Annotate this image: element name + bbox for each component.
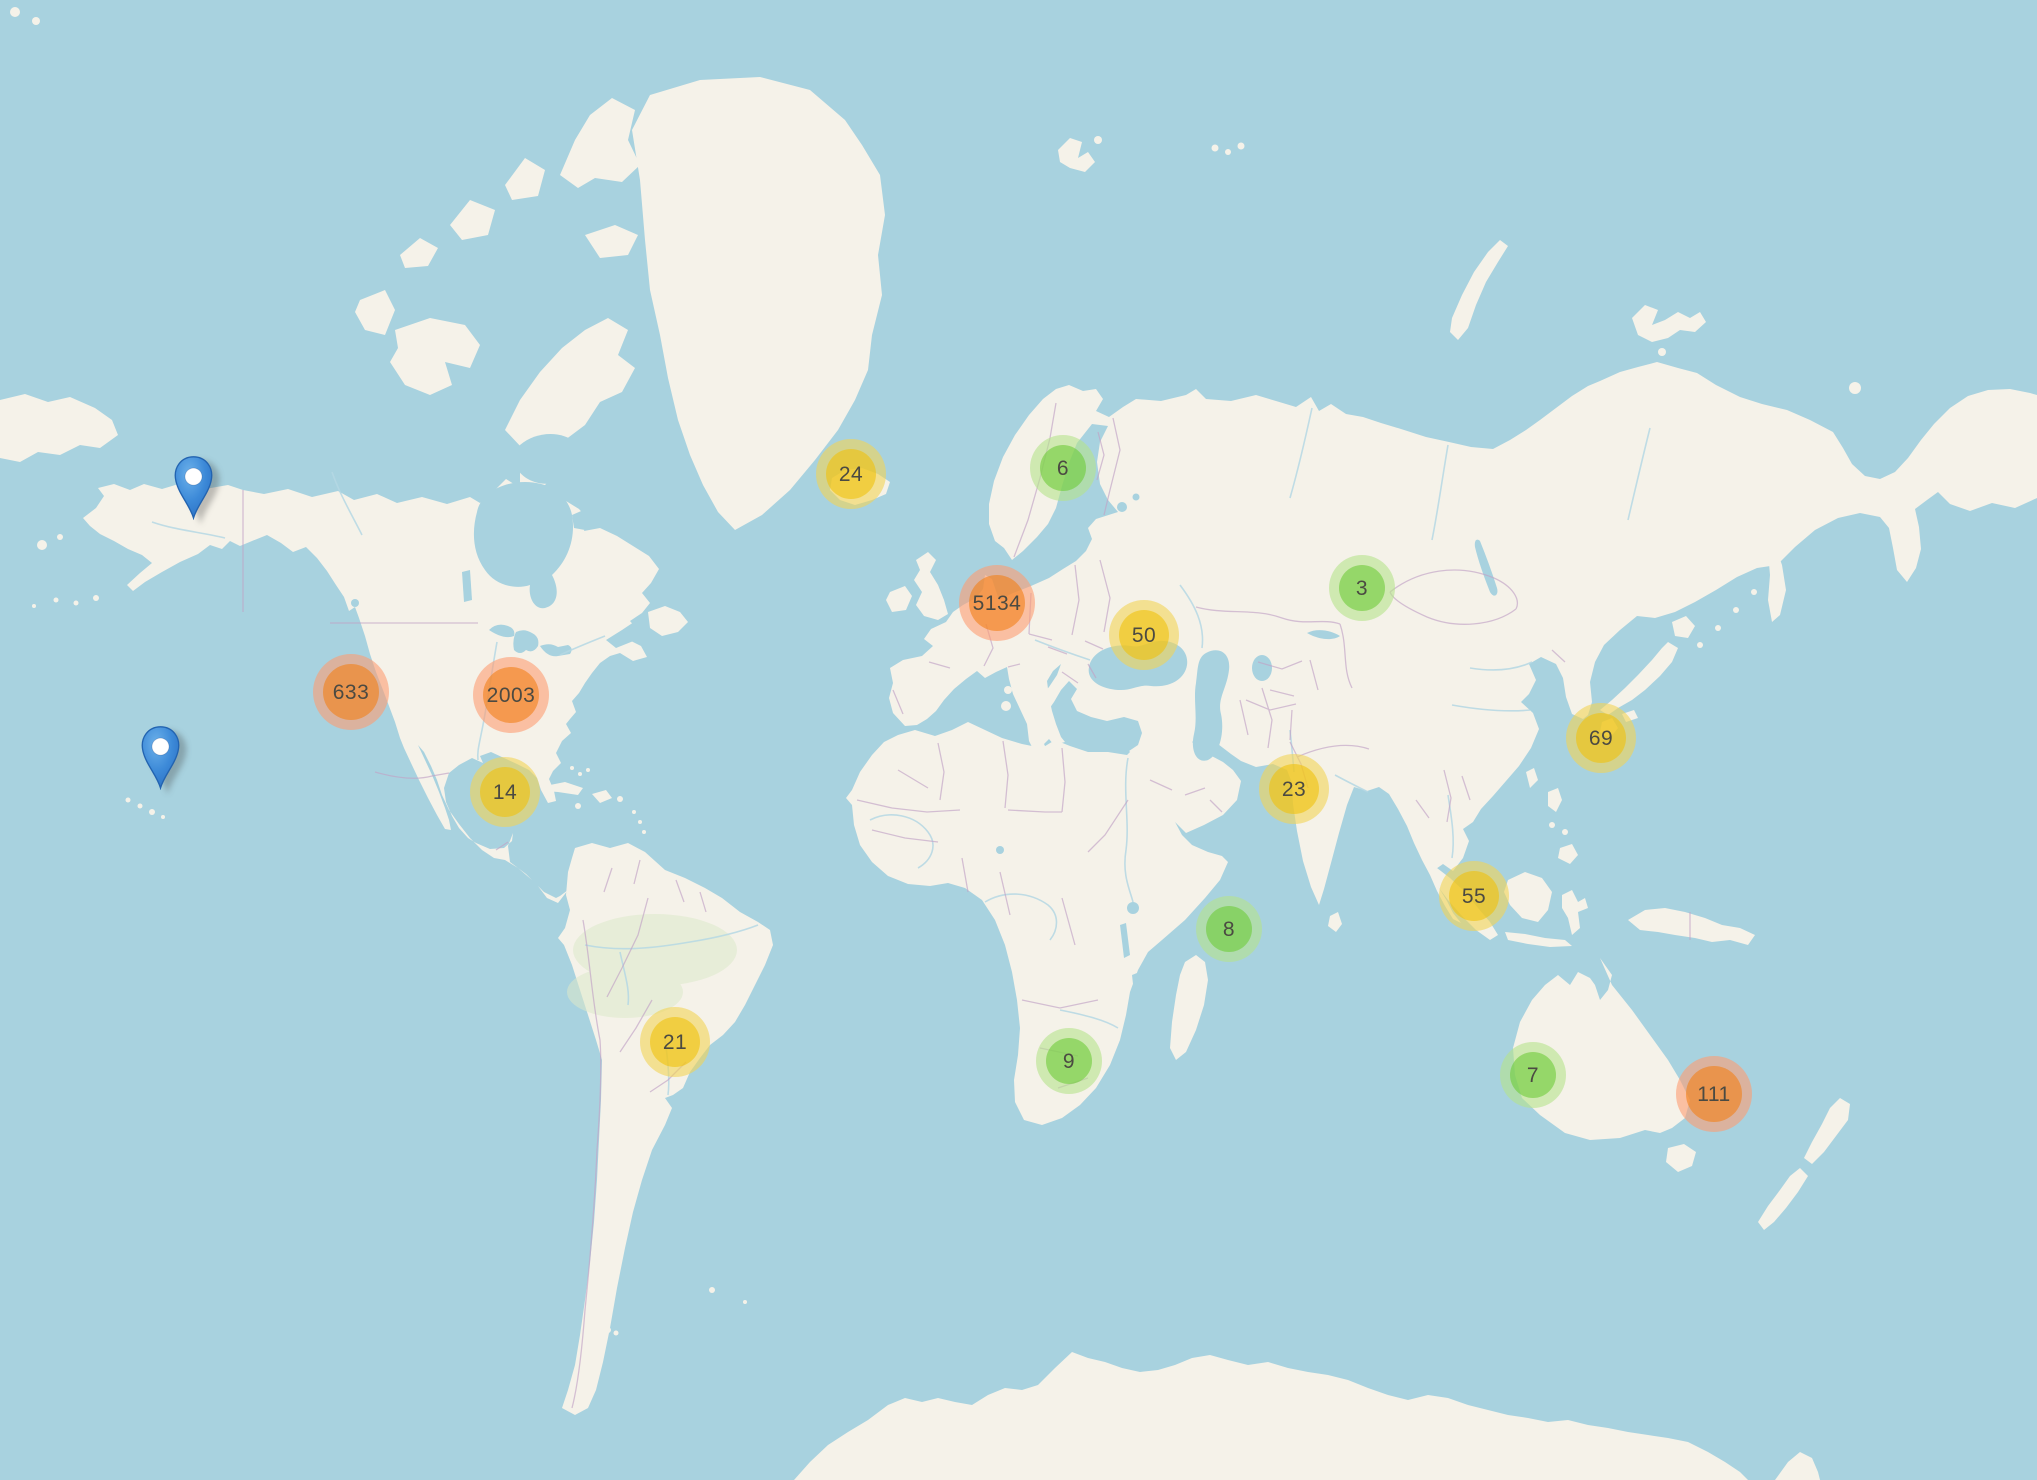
landmass-madagascar: [1170, 955, 1208, 1060]
marker-cluster-inner: 6: [1040, 445, 1086, 491]
marker-cluster[interactable]: 633: [313, 654, 389, 730]
cluster-count-label: 7: [1526, 1063, 1540, 1087]
landmass-borneo: [1504, 872, 1552, 922]
cluster-count-label: 3: [1355, 576, 1369, 600]
vegetation-tint: [567, 914, 737, 1018]
landmass-cuba: [544, 782, 583, 795]
marker-cluster[interactable]: 23: [1259, 754, 1329, 824]
landmass-new-guinea: [1628, 908, 1755, 945]
marker-cluster-inner: 69: [1576, 713, 1626, 763]
marker-cluster[interactable]: 55: [1439, 861, 1509, 931]
map-pin-marker[interactable]: [171, 453, 216, 525]
cluster-count-label: 23: [1281, 777, 1307, 801]
landmass-ireland: [886, 586, 912, 612]
pin-hole: [151, 737, 169, 756]
lake-baikal: [1474, 539, 1498, 596]
marker-cluster[interactable]: 14: [470, 757, 540, 827]
landmass-new-zealand-north: [1804, 1098, 1850, 1164]
landmass-great-britain: [914, 552, 948, 620]
rivers: [151, 407, 1651, 1096]
landmass-newfoundland: [648, 606, 688, 636]
pin-body: [141, 726, 179, 791]
cluster-count-label: 55: [1461, 884, 1487, 908]
landmass-eurasia: [889, 362, 2037, 923]
cluster-count-label: 111: [1697, 1082, 1731, 1106]
marker-cluster-inner: 8: [1206, 906, 1252, 952]
marker-cluster[interactable]: 6: [1030, 435, 1096, 501]
marker-cluster-inner: 24: [826, 449, 876, 499]
marker-cluster-inner: 3: [1339, 565, 1385, 611]
landmass-antarctica: [794, 1352, 1748, 1480]
cluster-count-label: 14: [492, 780, 518, 804]
marker-cluster-inner: 55: [1449, 871, 1499, 921]
landmass-japan-honshu: [1600, 642, 1678, 715]
map-pin-marker[interactable]: [138, 723, 183, 795]
marker-cluster[interactable]: 24: [816, 439, 886, 509]
landmass-baffin-island: [505, 318, 635, 452]
landmass-chukotka-west: [0, 394, 118, 462]
landmass-sulawesi: [1562, 890, 1588, 935]
marker-cluster-inner: 50: [1119, 610, 1169, 660]
cluster-count-label: 21: [662, 1030, 688, 1054]
marker-cluster-inner: 2003: [483, 667, 539, 723]
marker-cluster[interactable]: 5134: [959, 565, 1035, 641]
cluster-count-label: 633: [332, 680, 370, 704]
cluster-count-label: 69: [1588, 726, 1614, 750]
marker-cluster[interactable]: 111: [1676, 1056, 1752, 1132]
marker-cluster-inner: 14: [480, 767, 530, 817]
cluster-count-label: 5134: [972, 591, 1022, 615]
marker-cluster-inner: 21: [650, 1017, 700, 1067]
marker-cluster[interactable]: 3: [1329, 555, 1395, 621]
landmasses: [0, 7, 2037, 1480]
marker-cluster[interactable]: 8: [1196, 896, 1262, 962]
marker-cluster-inner: 7: [1510, 1052, 1556, 1098]
great-lakes: [489, 624, 515, 638]
hudson-bay: [473, 482, 574, 609]
cluster-count-label: 2003: [486, 683, 536, 707]
marker-cluster-inner: 5134: [969, 575, 1025, 631]
marker-cluster[interactable]: 7: [1500, 1042, 1566, 1108]
cluster-count-label: 24: [838, 462, 864, 486]
marker-cluster-inner: 111: [1686, 1066, 1742, 1122]
pin-body: [174, 456, 212, 521]
marker-cluster[interactable]: 2003: [473, 657, 549, 733]
foxe-basin: [513, 434, 582, 484]
gulf-st-lawrence: [606, 618, 650, 648]
marker-cluster[interactable]: 50: [1109, 600, 1179, 670]
cluster-count-label: 50: [1131, 623, 1157, 647]
landmass-japan-hokkaido: [1672, 616, 1695, 638]
pin-hole: [184, 467, 202, 486]
landmass-novaya-zemlya: [1450, 240, 1508, 340]
marker-cluster-inner: 9: [1046, 1038, 1092, 1084]
marker-cluster[interactable]: 9: [1036, 1028, 1102, 1094]
landmass-sakhalin: [1768, 548, 1786, 622]
cluster-count-label: 6: [1056, 456, 1070, 480]
marker-cluster-inner: 23: [1269, 764, 1319, 814]
landmass-tasmania: [1666, 1144, 1696, 1172]
cluster-count-label: 8: [1222, 917, 1236, 941]
landmass-new-zealand-south: [1758, 1168, 1808, 1230]
cluster-count-label: 9: [1062, 1049, 1076, 1073]
marker-cluster[interactable]: 21: [640, 1007, 710, 1077]
marker-cluster[interactable]: 69: [1566, 703, 1636, 773]
landmass-greenland: [632, 77, 885, 530]
landmass-java: [1505, 932, 1572, 947]
caspian-sea: [1192, 650, 1230, 761]
landmass-svalbard: [1058, 138, 1095, 172]
landmass-new-siberian-islands: [1632, 305, 1706, 342]
landmass-africa: [846, 722, 1228, 1125]
marker-cluster-inner: 633: [323, 664, 379, 720]
